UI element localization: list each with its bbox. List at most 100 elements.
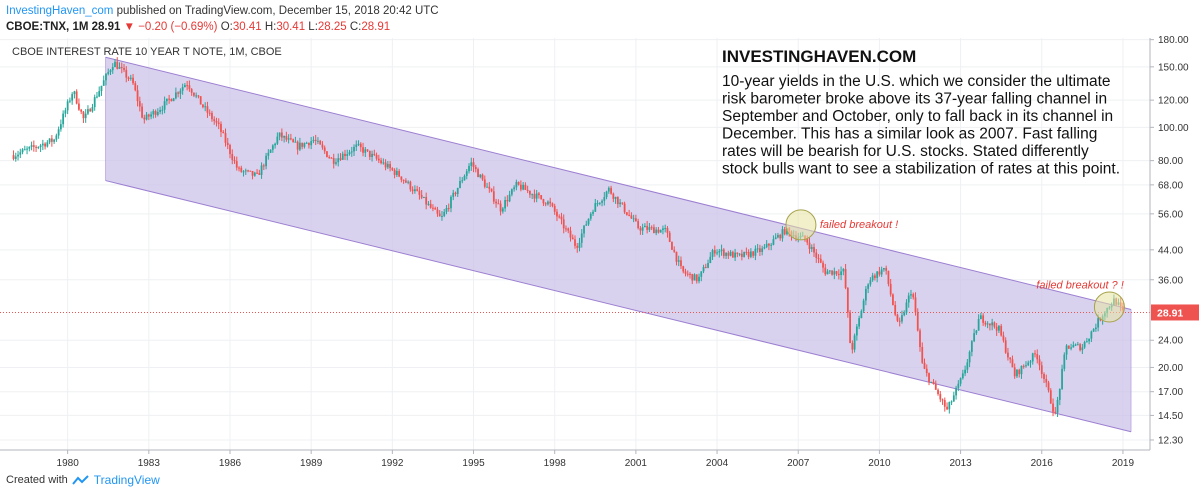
candle-body	[930, 381, 933, 383]
candle-body	[889, 283, 892, 295]
candle-body	[707, 263, 709, 268]
candle-body	[244, 170, 247, 172]
candle-body	[677, 260, 680, 262]
candle-body	[382, 162, 385, 164]
annotation-text: failed breakout ? !	[1036, 279, 1123, 291]
price-change: −0.20 (−0.69%)	[138, 21, 218, 33]
candle-body	[407, 181, 410, 183]
candle-body	[253, 172, 256, 176]
y-tick-label: 180.00	[1158, 35, 1189, 46]
candle-body	[271, 145, 274, 150]
candle-body	[368, 150, 371, 157]
candle-body	[815, 252, 818, 258]
candle-body	[132, 77, 134, 84]
candle-body	[470, 162, 473, 166]
candle-body	[159, 110, 161, 112]
ticker-symbol[interactable]: CBOE:TNX, 1M	[6, 21, 89, 33]
candle-body	[1043, 373, 1045, 379]
candle-body	[883, 267, 885, 270]
close-label: C:	[349, 21, 362, 33]
candle-body	[657, 229, 660, 233]
candle-body	[763, 247, 766, 249]
candle-body	[720, 249, 723, 252]
candle-body	[53, 139, 56, 142]
candle-body	[258, 173, 261, 175]
tick-labels: 1980 1983 1986 1989 1992 1995 1998 2001 2004 2007…	[57, 35, 1199, 469]
x-tick-label: 1998	[544, 458, 567, 469]
candle-body	[323, 147, 326, 152]
candle-body	[761, 248, 764, 252]
candle-body	[127, 77, 130, 79]
candle-body	[366, 149, 369, 151]
candle-body	[420, 194, 423, 198]
candle-body	[826, 271, 829, 275]
candle-body	[1004, 340, 1007, 353]
candle-body	[878, 271, 881, 275]
high-label: H:	[264, 21, 277, 33]
candle-body	[497, 203, 500, 205]
candle-body	[995, 326, 998, 331]
candle-body	[1011, 359, 1014, 368]
author-link[interactable]: InvestingHaven_com	[6, 5, 114, 17]
candle-body	[849, 312, 851, 344]
candle-body	[637, 221, 640, 229]
candle-body	[450, 196, 452, 209]
candle-body	[519, 184, 522, 190]
candle-body	[959, 378, 962, 384]
y-tick-label: 12.30	[1158, 435, 1183, 446]
candle-body	[152, 111, 155, 115]
candle-body	[1047, 382, 1050, 391]
candle-body	[404, 180, 407, 183]
candle-body	[923, 362, 926, 369]
candle-body	[222, 131, 225, 134]
candle-body	[348, 152, 351, 155]
candle-body	[675, 251, 678, 262]
candle-body	[966, 362, 969, 370]
annotations: failed breakout ! failed breakout ? !	[820, 219, 1124, 291]
tradingview-logo-icon	[71, 475, 89, 485]
candle-body	[984, 322, 987, 325]
candle-body	[395, 170, 398, 175]
candle-body	[535, 193, 538, 199]
candle-body	[46, 142, 49, 147]
last-price-label: 28.91	[1157, 307, 1183, 319]
candle-body	[943, 400, 946, 407]
candle-body	[894, 304, 897, 315]
candle-body	[55, 135, 58, 140]
candle-body	[639, 228, 642, 231]
candle-body	[143, 117, 146, 120]
candle-body	[380, 160, 382, 164]
candle-body	[114, 61, 116, 68]
tradingview-link[interactable]: TradingView	[93, 473, 160, 487]
candle-body	[242, 171, 245, 173]
candle-body	[569, 230, 572, 238]
candle-body	[154, 111, 157, 115]
candle-body	[123, 67, 125, 70]
candle-body	[12, 155, 15, 159]
candle-body	[427, 203, 430, 205]
candle-body	[443, 211, 446, 217]
candle-body	[262, 165, 265, 167]
price-chart[interactable]: 1980 1983 1986 1989 1992 1995 1998 2001 2004 2007…	[0, 0, 1200, 470]
candle-body	[1065, 345, 1068, 355]
candle-body	[414, 189, 416, 192]
candle-body	[1027, 362, 1030, 366]
candle-body	[170, 99, 173, 102]
candle-body	[619, 202, 621, 205]
candle-body	[885, 267, 888, 271]
candle-body	[317, 140, 319, 142]
last-price: 28.91	[91, 21, 121, 33]
candle-body	[964, 369, 966, 374]
candle-body	[970, 341, 973, 352]
candle-body	[759, 248, 761, 252]
candle-body	[822, 262, 824, 268]
candle-body	[713, 250, 716, 254]
candle-body	[1056, 399, 1059, 413]
candle-body	[837, 273, 840, 276]
candle-body	[948, 402, 951, 410]
candle-body	[506, 200, 509, 202]
candle-body	[355, 144, 358, 147]
candle-body	[517, 181, 520, 185]
candle-body	[102, 80, 105, 86]
candle-body	[810, 247, 813, 249]
